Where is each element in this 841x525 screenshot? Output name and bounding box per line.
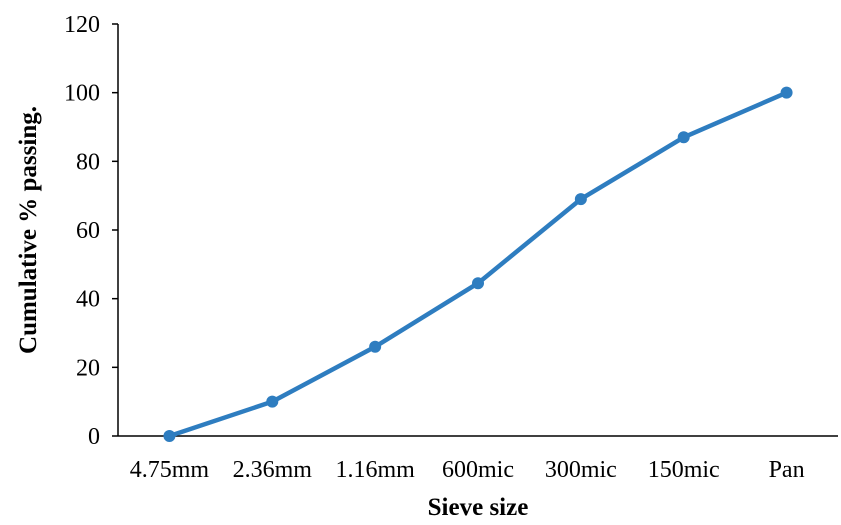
data-point <box>163 430 176 442</box>
x-tick-label: 600mic <box>442 457 514 483</box>
y-axis-title: Cumulative % passing. <box>15 106 42 354</box>
data-point <box>369 340 382 353</box>
y-tick-labels: 0 20 40 60 80 100 120 <box>64 12 118 450</box>
x-tick-label: 300mic <box>545 457 617 483</box>
x-tick-label: 1.16mm <box>335 457 415 483</box>
data-point <box>574 193 587 206</box>
data-point <box>472 277 484 290</box>
y-tick-label: 120 <box>64 12 100 38</box>
y-tick-label: 100 <box>64 81 100 107</box>
y-tick-label: 40 <box>76 287 100 313</box>
x-tick-label: 2.36mm <box>233 457 313 483</box>
x-tick-label: Pan <box>769 457 805 483</box>
data-point <box>780 86 793 99</box>
axes <box>117 24 838 437</box>
y-tick-label: 60 <box>76 218 100 244</box>
data-point <box>677 131 690 144</box>
series-group <box>163 86 793 442</box>
x-tick-label: 4.75mm <box>130 457 210 483</box>
data-point <box>266 395 279 408</box>
y-tick-label: 0 <box>88 424 100 450</box>
y-tick-label: 20 <box>76 355 100 381</box>
x-axis-title: Sieve size <box>428 494 529 521</box>
x-tick-label: 150mic <box>648 457 720 483</box>
y-tick-label: 80 <box>76 149 100 175</box>
x-tick-labels: 4.75mm 2.36mm 1.16mm 600mic 300mic 150mic Pan <box>130 457 805 483</box>
series-line <box>167 90 789 439</box>
